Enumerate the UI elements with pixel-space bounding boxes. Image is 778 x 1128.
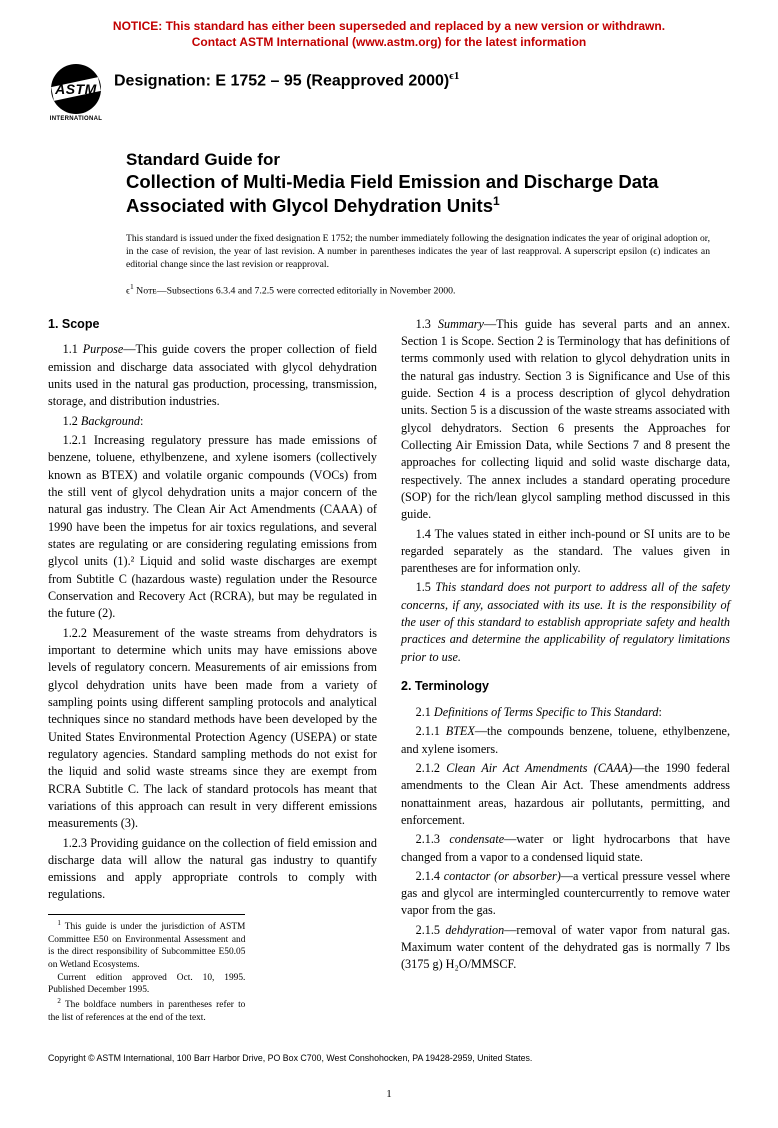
para-2-1-5: 2.1.5 dehdyration—removal of water vapor…	[401, 922, 730, 974]
logo-text: ASTM	[55, 81, 97, 97]
issuance-note: This standard is issued under the fixed …	[126, 233, 730, 272]
para-2-1-4: 2.1.4 contactor (or absorber)—a vertical…	[401, 868, 730, 920]
title-main: Collection of Multi-Media Field Emission…	[126, 170, 730, 216]
editorial-note: ϵ1 Nᴏᴛᴇ—Subsections 6.3.4 and 7.2.5 were…	[126, 282, 730, 298]
title-footnote-ref: 1	[493, 194, 500, 208]
para-1-4: 1.4 The values stated in either inch-pou…	[401, 526, 730, 578]
header-row: ASTM INTERNATIONAL Designation: E 1752 –…	[48, 64, 730, 122]
supersession-notice: NOTICE: This standard has either been su…	[48, 18, 730, 50]
para-2-1: 2.1 Definitions of Terms Specific to Thi…	[401, 704, 730, 721]
para-1-1: 1.1 Purpose—This guide covers the proper…	[48, 341, 377, 410]
footnote-1: 1 This guide is under the jurisdiction o…	[48, 919, 245, 972]
ed-note-sup: 1	[130, 282, 134, 291]
footnotes: 1 This guide is under the jurisdiction o…	[48, 914, 245, 1025]
para-2-1-1: 2.1.1 BTEX—the compounds benzene, toluen…	[401, 723, 730, 758]
footnote-edition: Current edition approved Oct. 10, 1995. …	[48, 972, 245, 997]
logo-subtext: INTERNATIONAL	[48, 116, 104, 122]
notice-line2: Contact ASTM International (www.astm.org…	[192, 35, 586, 49]
title-kicker: Standard Guide for	[126, 150, 730, 170]
para-1-2-3: 1.2.3 Providing guidance on the collecti…	[48, 835, 377, 904]
para-1-2-2: 1.2.2 Measurement of the waste streams f…	[48, 625, 377, 833]
para-2-1-3: 2.1.3 condensate—water or light hydrocar…	[401, 831, 730, 866]
para-1-5: 1.5 This standard does not purport to ad…	[401, 579, 730, 666]
document-page: NOTICE: This standard has either been su…	[0, 0, 778, 1128]
heading-scope: 1. Scope	[48, 316, 377, 334]
body-columns: 1. Scope 1.1 Purpose—This guide covers t…	[48, 316, 730, 1025]
footnote-2: 2 The boldface numbers in parentheses re…	[48, 997, 245, 1025]
para-1-3: 1.3 Summary—This guide has several parts…	[401, 316, 730, 524]
para-1-2: 1.2 Background:	[48, 413, 377, 430]
designation-super: ϵ1	[449, 70, 459, 82]
ed-note-label: Nᴏᴛᴇ	[136, 285, 157, 296]
astm-logo: ASTM INTERNATIONAL	[48, 64, 104, 122]
ed-note-body: —Subsections 6.3.4 and 7.2.5 were correc…	[157, 285, 456, 296]
notice-line1: NOTICE: This standard has either been su…	[113, 19, 665, 33]
title-text: Collection of Multi-Media Field Emission…	[126, 171, 658, 215]
copyright-line: Copyright © ASTM International, 100 Barr…	[48, 1053, 730, 1064]
page-number: 1	[48, 1088, 730, 1100]
para-1-2-1: 1.2.1 Increasing regulatory pressure has…	[48, 432, 377, 623]
designation-code: E 1752 – 95 (Reapproved 2000)	[215, 73, 449, 90]
para-2-1-2: 2.1.2 Clean Air Act Amendments (CAAA)—th…	[401, 760, 730, 829]
title-block: Standard Guide for Collection of Multi-M…	[126, 150, 730, 216]
heading-terminology: 2. Terminology	[401, 678, 730, 696]
designation-prefix: Designation:	[114, 73, 215, 90]
designation: Designation: E 1752 – 95 (Reapproved 200…	[114, 64, 459, 90]
